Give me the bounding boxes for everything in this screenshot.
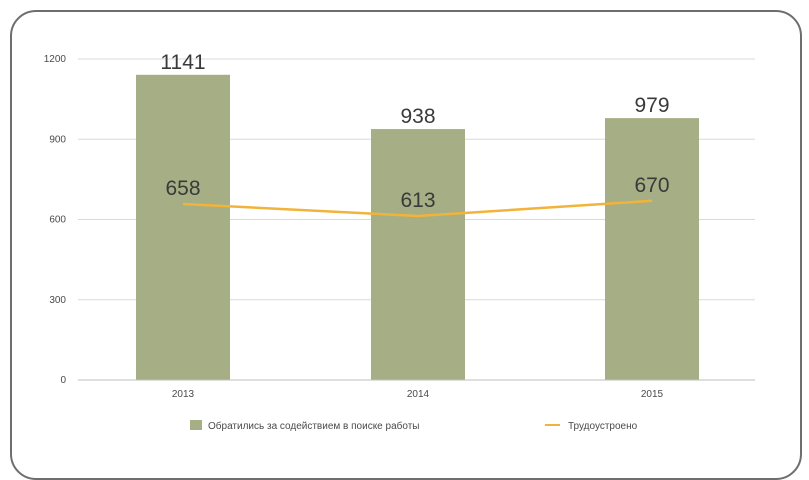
bar xyxy=(371,129,465,380)
legend-swatch-bars xyxy=(190,420,202,430)
y-tick-label: 1200 xyxy=(44,54,67,65)
line-value-label: 613 xyxy=(400,189,435,212)
x-tick-label: 2015 xyxy=(641,389,664,400)
y-tick-label: 900 xyxy=(49,134,66,145)
bar xyxy=(136,75,230,380)
line-value-label: 670 xyxy=(634,174,669,197)
y-tick-label: 0 xyxy=(60,375,66,386)
legend-label-line: Трудоустроено xyxy=(568,421,638,432)
bar xyxy=(605,118,699,380)
line-value-label: 658 xyxy=(165,177,200,200)
y-axis: 0 300 600 900 1200 xyxy=(44,54,67,386)
legend-label-bars: Обратились за содействием в поиске работ… xyxy=(208,420,419,432)
y-tick-label: 600 xyxy=(49,215,66,226)
bar-value-label: 979 xyxy=(634,94,669,117)
x-tick-label: 2013 xyxy=(172,389,195,400)
legend: Обратились за содействием в поиске работ… xyxy=(190,420,638,432)
x-tick-label: 2014 xyxy=(407,389,430,400)
bar-value-label: 938 xyxy=(400,105,435,128)
x-axis: 2013 2014 2015 xyxy=(78,380,755,400)
y-tick-label: 300 xyxy=(49,295,66,306)
bar-value-label: 1141 xyxy=(160,51,205,74)
